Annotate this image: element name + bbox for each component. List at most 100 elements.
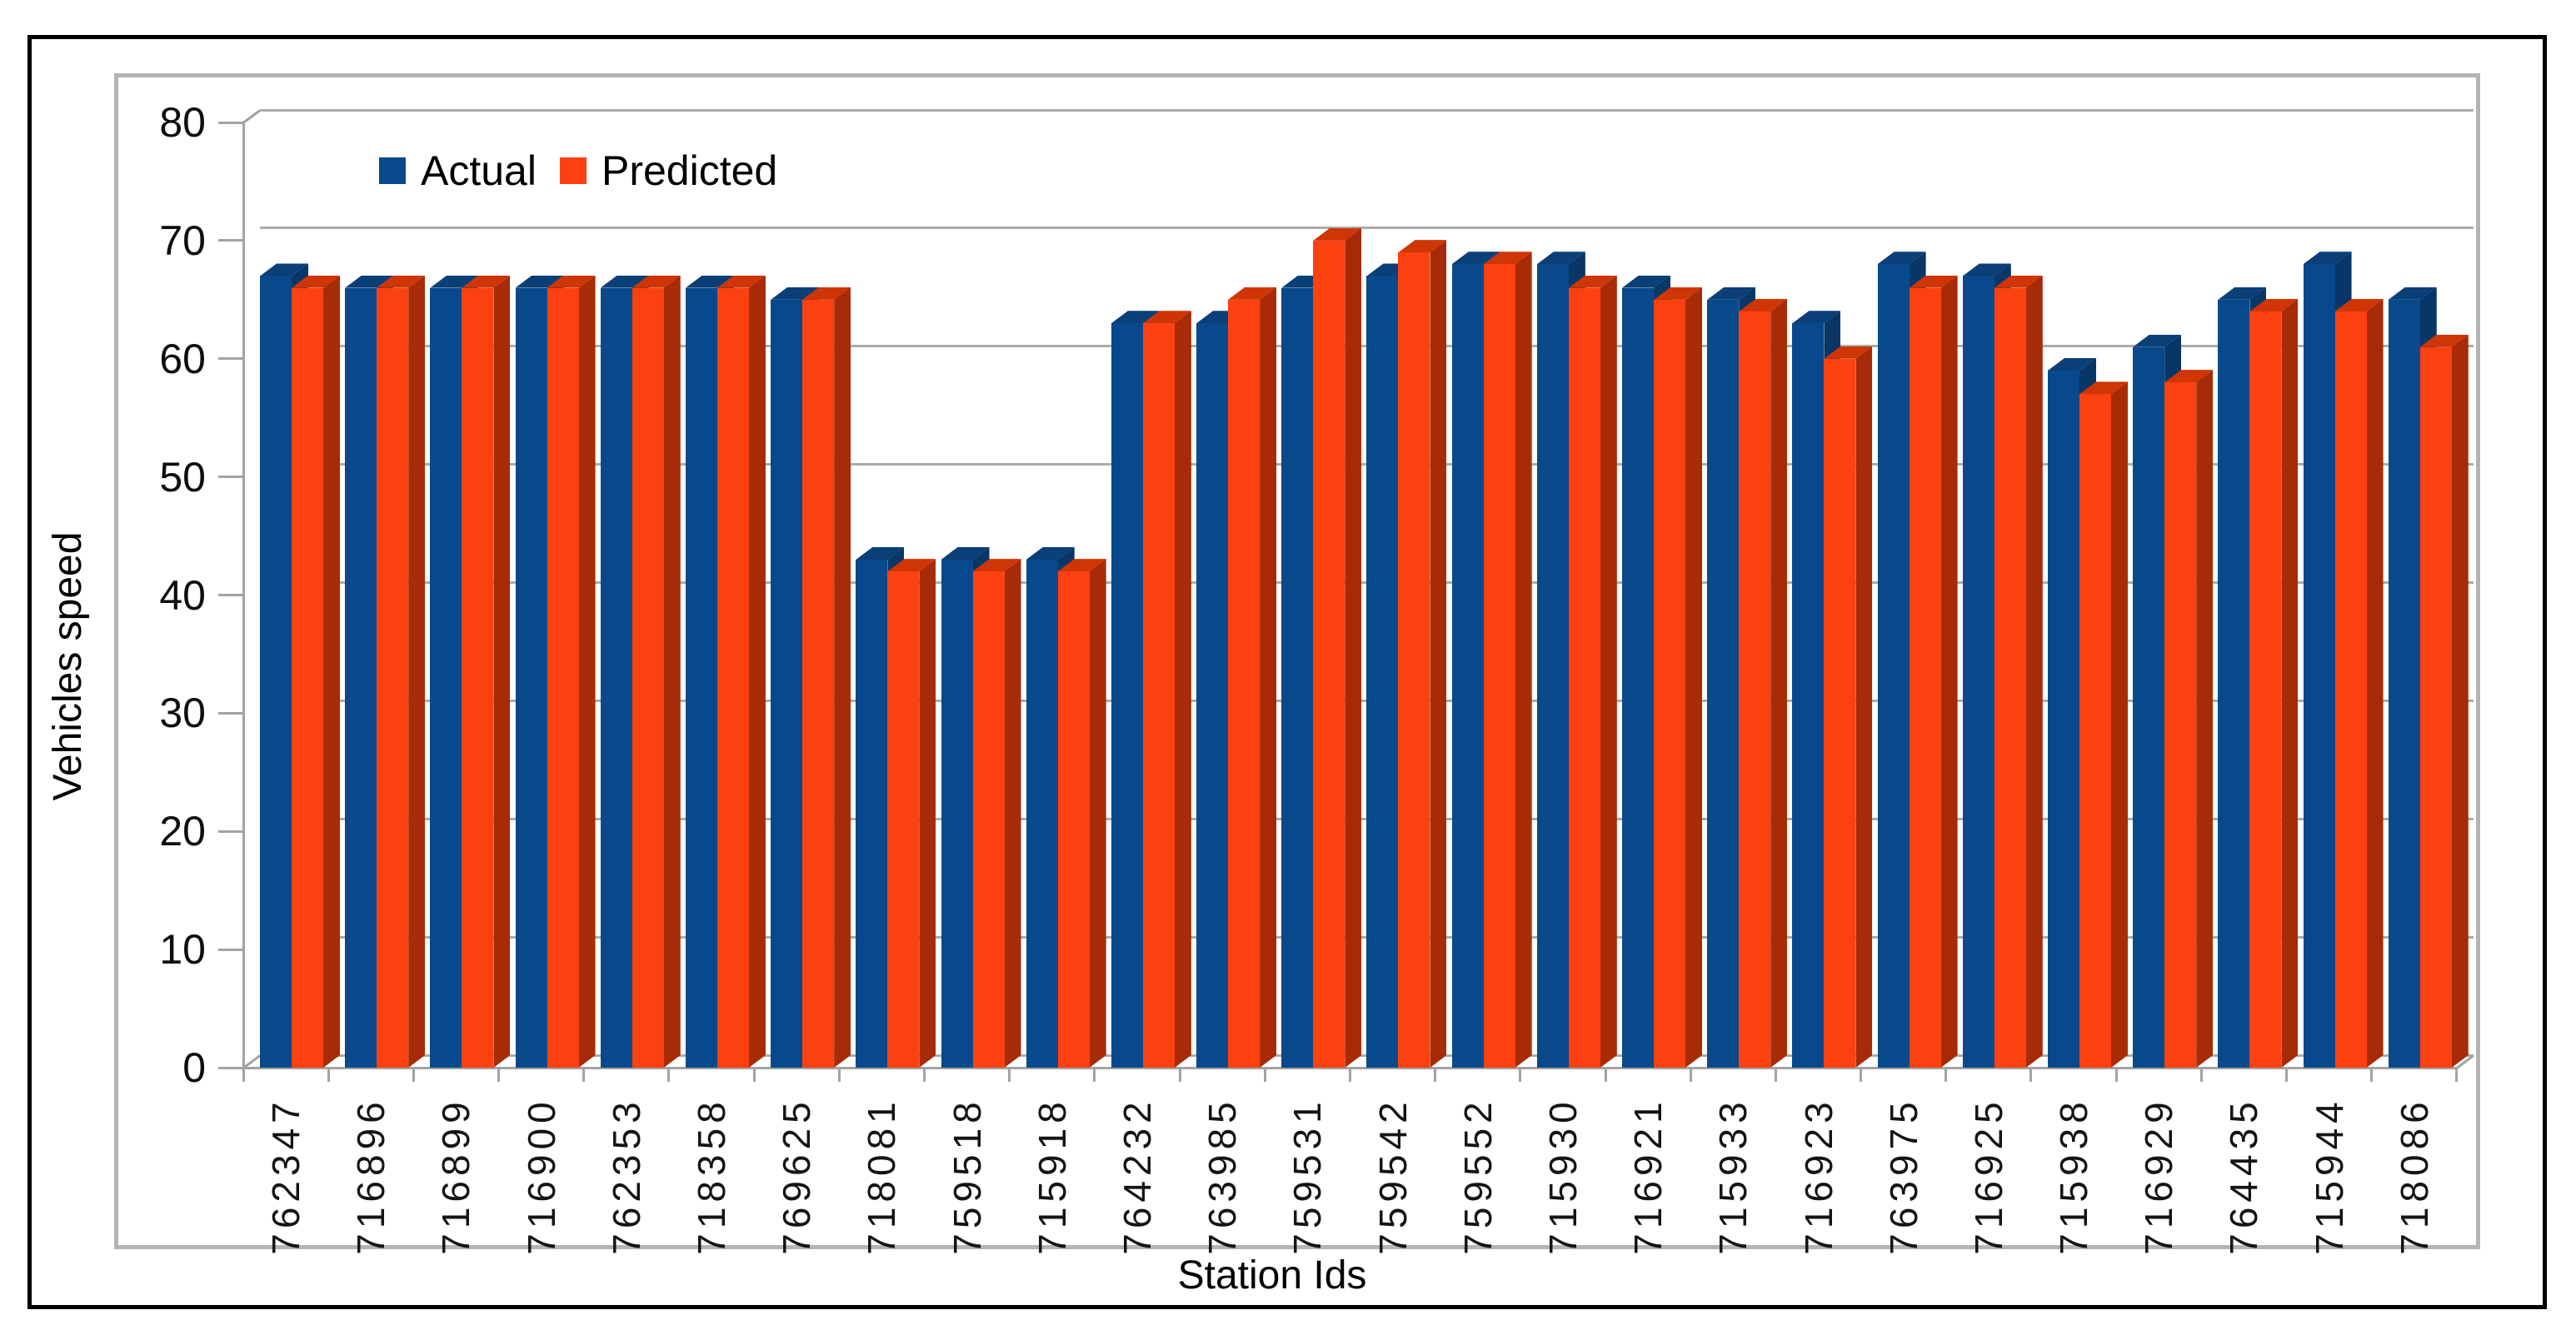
bar-front-face xyxy=(1622,287,1655,1068)
bar-front-face xyxy=(1313,240,1345,1068)
x-tick-label-716923: 716923 xyxy=(1796,1097,1840,1255)
y-tick-label-50: 50 xyxy=(159,453,206,501)
bar-side-face xyxy=(1090,559,1106,1068)
x-axis-tick xyxy=(1434,1068,1437,1082)
x-axis-tick xyxy=(752,1068,756,1082)
y-axis-tick-0 xyxy=(218,1066,243,1069)
y-axis-line xyxy=(242,122,245,1068)
bar-side-face xyxy=(493,276,510,1068)
y-axis-tick-80 xyxy=(218,121,243,124)
bar-predicted-715944 xyxy=(2334,299,2384,1068)
bar-front-face xyxy=(1792,323,1825,1068)
bar-front-face xyxy=(1111,323,1143,1068)
x-tick-label-763985: 763985 xyxy=(1201,1097,1245,1255)
x-tick-label-769625: 769625 xyxy=(775,1097,819,1255)
bar-side-face xyxy=(1345,228,1361,1068)
x-tick-label-716899: 716899 xyxy=(434,1097,478,1255)
bar-side-face xyxy=(579,276,596,1068)
bar-front-face xyxy=(377,287,409,1068)
bar-front-face xyxy=(1026,559,1058,1068)
bar-side-face xyxy=(1175,311,1191,1068)
bar-front-face xyxy=(600,287,632,1068)
x-tick-label-718081: 718081 xyxy=(860,1097,904,1255)
x-axis-tick xyxy=(1348,1068,1351,1082)
x-axis-tick xyxy=(1774,1068,1777,1082)
bar-side-face xyxy=(1260,287,1276,1068)
bar-front-face xyxy=(260,276,292,1068)
bar-front-face xyxy=(1196,323,1229,1068)
predicted-legend-swatch xyxy=(559,157,587,184)
bar-front-face xyxy=(1398,252,1430,1068)
bar-predicted-718081 xyxy=(887,559,936,1068)
x-axis-tick xyxy=(582,1068,586,1082)
bar-front-face xyxy=(1366,276,1399,1068)
bar-predicted-716900 xyxy=(547,275,596,1068)
bar-predicted-759531 xyxy=(1313,227,1362,1068)
x-tick-label-764435: 764435 xyxy=(2222,1097,2266,1255)
bar-side-face xyxy=(408,276,425,1068)
bar-predicted-764435 xyxy=(2249,299,2299,1068)
bar-front-face xyxy=(1142,323,1175,1068)
bar-predicted-718358 xyxy=(716,275,766,1068)
bar-predicted-762347 xyxy=(292,275,340,1068)
bar-front-face xyxy=(462,287,494,1068)
x-tick-label-759542: 759542 xyxy=(1370,1097,1415,1255)
x-axis-tick xyxy=(1263,1068,1266,1082)
x-axis-tick xyxy=(497,1068,501,1082)
actual-legend-swatch xyxy=(379,157,406,184)
bar-front-face xyxy=(1909,287,1941,1068)
y-tick-label-40: 40 xyxy=(159,571,206,619)
predicted-legend-label: Predicted xyxy=(601,147,778,194)
y-axis-tick-50 xyxy=(218,476,243,479)
bar-side-face xyxy=(2196,370,2213,1068)
bar-side-face xyxy=(2367,299,2384,1068)
bar-side-face xyxy=(2281,299,2298,1068)
bar-front-face xyxy=(547,287,579,1068)
x-axis-tick xyxy=(2370,1068,2374,1082)
bar-front-face xyxy=(941,559,973,1068)
x-tick-label-764232: 764232 xyxy=(1115,1097,1159,1255)
bar-front-face xyxy=(1228,299,1261,1068)
x-axis-tick xyxy=(1860,1068,1863,1082)
bar-front-face xyxy=(1568,287,1600,1068)
x-axis-tick xyxy=(1689,1068,1692,1082)
bar-side-face xyxy=(749,276,766,1068)
x-axis-tick xyxy=(2114,1068,2118,1082)
x-tick-label-762347: 762347 xyxy=(264,1097,308,1255)
bar-front-face xyxy=(1707,299,1740,1068)
bar-predicted-759542 xyxy=(1398,240,1447,1068)
x-axis-tick xyxy=(327,1068,330,1082)
y-tick-label-20: 20 xyxy=(159,808,206,855)
y-axis-tick-20 xyxy=(218,829,243,833)
legend: Actual Predicted xyxy=(379,148,801,193)
x-tick-label-716929: 716929 xyxy=(2137,1097,2181,1255)
bar-side-face xyxy=(323,276,340,1068)
bar-front-face xyxy=(1877,264,1910,1068)
bar-side-face xyxy=(1005,559,1021,1068)
bar-front-face xyxy=(430,287,462,1068)
x-tick-label-759518: 759518 xyxy=(945,1097,989,1255)
bar-front-face xyxy=(802,299,835,1068)
bar-front-face xyxy=(1057,571,1090,1068)
bar-front-face xyxy=(1739,311,1771,1068)
legend-item-actual: Actual xyxy=(379,148,537,193)
bar-front-face xyxy=(1962,276,1994,1068)
x-axis-tick xyxy=(412,1068,415,1082)
x-tick-label-715944: 715944 xyxy=(2307,1097,2351,1255)
bar-front-face xyxy=(345,287,377,1068)
bar-predicted-716896 xyxy=(377,275,426,1068)
bar-predicted-715918 xyxy=(1057,559,1106,1068)
bar-predicted-716929 xyxy=(2164,370,2214,1068)
bar-front-face xyxy=(685,287,717,1068)
x-tick-label-716921: 716921 xyxy=(1626,1097,1670,1255)
bar-front-face xyxy=(2047,370,2079,1068)
y-tick-label-0: 0 xyxy=(182,1044,206,1091)
x-axis-tick xyxy=(2285,1068,2289,1082)
bar-side-face xyxy=(2111,381,2128,1068)
bar-front-face xyxy=(632,287,664,1068)
bar-front-face xyxy=(2079,394,2111,1068)
x-axis-tick xyxy=(1093,1068,1096,1082)
bar-front-face xyxy=(771,299,803,1068)
